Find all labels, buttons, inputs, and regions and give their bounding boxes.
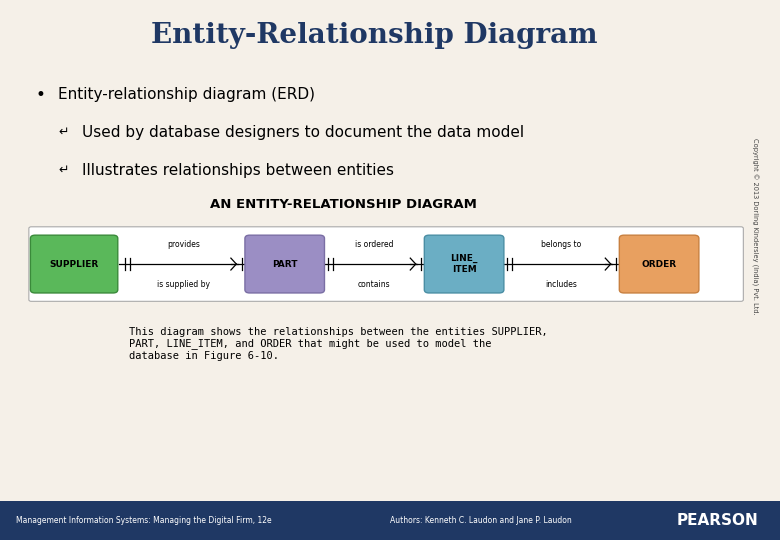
FancyBboxPatch shape — [424, 235, 504, 293]
Text: Entity-relationship diagram (ERD): Entity-relationship diagram (ERD) — [58, 87, 315, 102]
Text: contains: contains — [358, 280, 391, 288]
Text: Copyright © 2013 Dorling Kindersley (India) Pvt. Ltd.: Copyright © 2013 Dorling Kindersley (Ind… — [751, 138, 759, 315]
Text: This diagram shows the relationships between the entities SUPPLIER,
PART, LINE_I: This diagram shows the relationships bet… — [129, 327, 548, 361]
FancyBboxPatch shape — [619, 235, 699, 293]
Text: •: • — [35, 85, 45, 104]
Text: is ordered: is ordered — [355, 240, 394, 248]
Text: ORDER: ORDER — [641, 260, 677, 268]
Text: LINE_
ITEM: LINE_ ITEM — [450, 254, 478, 274]
Text: is supplied by: is supplied by — [157, 280, 210, 288]
Text: belongs to: belongs to — [541, 240, 582, 248]
Text: PEARSON: PEARSON — [677, 513, 758, 528]
Text: Management Information Systems: Managing the Digital Firm, 12e: Management Information Systems: Managing… — [16, 516, 271, 525]
Text: Entity-Relationship Diagram: Entity-Relationship Diagram — [151, 22, 597, 49]
FancyBboxPatch shape — [30, 235, 118, 293]
FancyBboxPatch shape — [29, 227, 743, 301]
Bar — [0, 501, 780, 540]
Text: AN ENTITY-RELATIONSHIP DIAGRAM: AN ENTITY-RELATIONSHIP DIAGRAM — [210, 198, 477, 211]
Text: includes: includes — [546, 280, 577, 288]
Text: Illustrates relationships between entities: Illustrates relationships between entiti… — [82, 163, 394, 178]
FancyBboxPatch shape — [245, 235, 324, 293]
Text: Authors: Kenneth C. Laudon and Jane P. Laudon: Authors: Kenneth C. Laudon and Jane P. L… — [390, 516, 572, 525]
Text: provides: provides — [167, 240, 200, 248]
Text: SUPPLIER: SUPPLIER — [49, 260, 99, 268]
Text: PART: PART — [272, 260, 297, 268]
Text: Used by database designers to document the data model: Used by database designers to document t… — [82, 125, 524, 140]
Text: ↵: ↵ — [58, 126, 69, 139]
Text: ↵: ↵ — [58, 164, 69, 177]
